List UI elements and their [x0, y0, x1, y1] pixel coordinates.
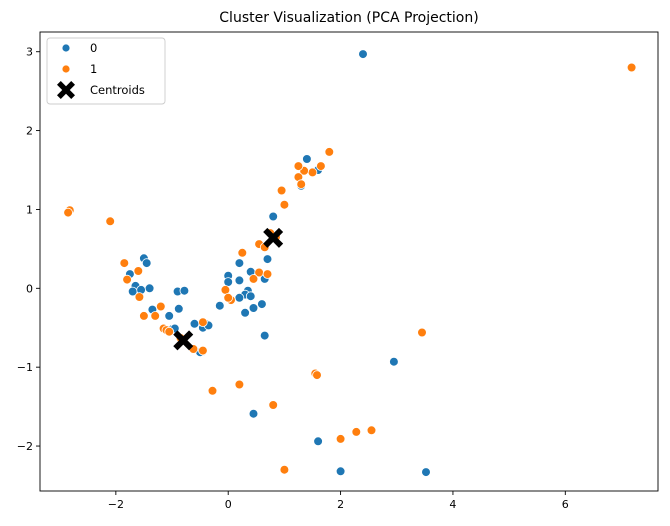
point-cluster-1-38	[234, 379, 245, 390]
legend-marker-0	[61, 43, 71, 53]
y-tick-label: −1	[17, 361, 33, 374]
x-tick-label: 6	[562, 498, 569, 511]
point-cluster-0-19	[215, 300, 225, 311]
point-cluster-1-29	[139, 311, 149, 321]
point-cluster-0-33	[189, 318, 200, 329]
point-cluster-0-17	[240, 307, 250, 318]
point-cluster-0-5	[262, 254, 273, 264]
point-cluster-1-46	[279, 464, 290, 475]
point-cluster-1-37	[207, 385, 218, 396]
point-cluster-0-29	[179, 285, 190, 296]
point-cluster-1-44	[351, 427, 362, 437]
point-cluster-1-3	[307, 167, 318, 178]
point-cluster-0-42	[313, 436, 323, 447]
y-tick-label: 1	[26, 203, 33, 216]
legend-label: Centroids	[90, 83, 145, 97]
point-cluster-0-4	[268, 211, 279, 222]
legend-label: 0	[90, 41, 97, 55]
point-cluster-0-1	[302, 154, 312, 164]
point-cluster-0-10	[234, 275, 245, 286]
plot-area	[63, 49, 637, 477]
point-cluster-1-24	[119, 258, 130, 268]
centroid-marker-0	[263, 227, 284, 248]
point-cluster-0-44	[421, 467, 431, 477]
point-cluster-1-41	[312, 370, 322, 380]
legend-marker-centroids	[57, 81, 75, 99]
point-cluster-1-9	[279, 199, 290, 210]
point-cluster-0-6	[234, 258, 245, 268]
point-cluster-0-41	[248, 408, 259, 419]
y-axis: −2 −1 0 1 2 3	[17, 46, 40, 453]
legend-label: 1	[90, 62, 97, 76]
point-cluster-0-32	[174, 303, 184, 314]
y-tick-label: 0	[26, 282, 33, 295]
point-cluster-1-1	[324, 147, 335, 157]
y-tick-label: 3	[26, 46, 33, 59]
point-cluster-0-31	[164, 311, 175, 321]
point-cluster-1-39	[268, 400, 279, 410]
point-cluster-0-14	[234, 292, 245, 303]
point-cluster-0-27	[144, 283, 155, 294]
point-cluster-1-45	[335, 434, 346, 444]
point-cluster-0-0	[358, 49, 368, 59]
x-tick-label: 2	[337, 498, 344, 511]
x-tick-label: −2	[108, 498, 124, 511]
legend-marker-1	[61, 64, 71, 74]
point-cluster-1-20	[223, 292, 234, 303]
y-tick-label: 2	[26, 125, 33, 138]
point-cluster-1-33	[164, 326, 175, 337]
legend: 0 1 Centroids	[46, 37, 166, 105]
point-cluster-1-28	[150, 311, 161, 321]
point-cluster-0-45	[389, 356, 399, 367]
point-cluster-1-7	[296, 179, 307, 190]
point-cluster-1-30	[156, 301, 166, 312]
point-cluster-1-47	[198, 317, 208, 328]
plot-frame	[39, 31, 659, 492]
point-cluster-0-18	[248, 303, 259, 313]
chart-title: Cluster Visualization (PCA Projection)	[219, 10, 478, 26]
point-cluster-1-23	[105, 216, 115, 227]
point-cluster-0-11	[223, 277, 234, 287]
point-cluster-0-15	[245, 291, 256, 302]
point-cluster-1-16	[248, 274, 259, 284]
point-cluster-0-16	[257, 299, 267, 309]
point-cluster-1-0	[626, 62, 637, 73]
point-cluster-1-8	[276, 185, 287, 196]
legend-box	[46, 37, 166, 105]
point-cluster-1-17	[262, 269, 273, 279]
point-cluster-1-43	[366, 425, 377, 436]
y-tick-label: −2	[17, 440, 33, 453]
point-cluster-1-22	[63, 207, 73, 218]
point-cluster-1-18	[220, 285, 231, 295]
point-cluster-1-26	[133, 266, 144, 276]
point-cluster-1-2	[316, 161, 326, 171]
point-cluster-1-25	[122, 274, 132, 285]
point-cluster-1-36	[198, 345, 208, 356]
x-axis: −2 0 2 4 6	[108, 491, 569, 511]
point-cluster-0-43	[335, 466, 346, 477]
point-cluster-0-20	[259, 330, 270, 341]
point-cluster-1-5	[293, 161, 304, 171]
x-tick-label: 0	[225, 498, 232, 511]
centroid-marker-1	[173, 330, 194, 351]
point-cluster-1-11	[237, 248, 248, 258]
point-cluster-1-27	[134, 292, 145, 302]
x-tick-label: 4	[449, 498, 456, 511]
point-cluster-1-42	[417, 327, 427, 338]
point-cluster-0-22	[141, 258, 152, 268]
